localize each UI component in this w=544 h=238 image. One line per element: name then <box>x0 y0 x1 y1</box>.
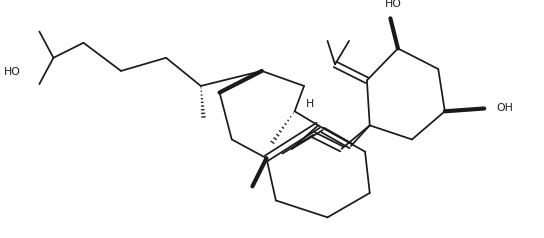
Text: OH: OH <box>497 104 514 114</box>
Text: H: H <box>306 99 314 109</box>
Text: HO: HO <box>385 0 401 9</box>
Text: HO: HO <box>4 67 21 77</box>
